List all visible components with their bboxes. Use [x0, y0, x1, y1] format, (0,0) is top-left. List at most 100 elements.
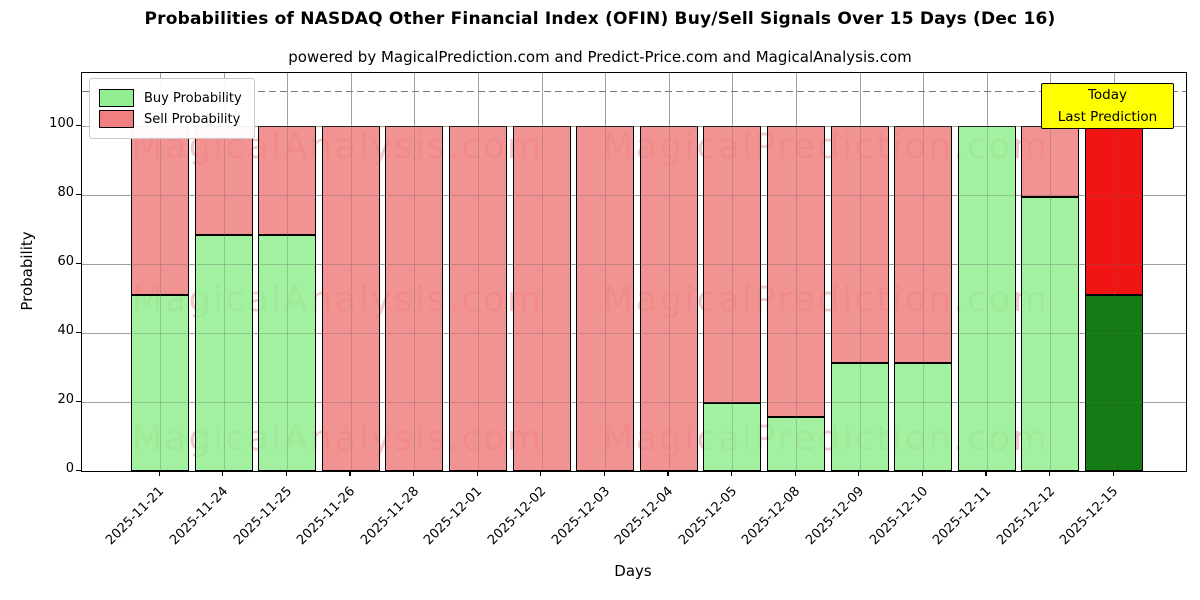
x-tick-mark	[730, 471, 733, 476]
bar-segment-sell	[131, 126, 189, 296]
bar-segment-sell	[639, 126, 698, 471]
bars-layer	[82, 73, 1186, 471]
x-tick-mark	[540, 471, 542, 476]
x-tick-label: 2025-12-15	[1057, 484, 1122, 549]
bar-segment-sell	[321, 126, 380, 471]
v-gridline-overlay	[923, 73, 925, 471]
y-tick-mark	[76, 262, 81, 264]
x-tick-mark	[667, 471, 669, 476]
bar-segment-buy	[894, 362, 953, 471]
bar-segment-sell	[703, 126, 762, 404]
v-gridline-overlay	[414, 73, 416, 471]
x-tick-mark	[921, 471, 923, 476]
grid-overlay-layer	[82, 73, 1186, 471]
x-tick-mark	[412, 471, 415, 476]
threshold-dashed-line	[82, 90, 1186, 93]
x-tick-mark	[349, 471, 351, 476]
y-tick-mark	[76, 124, 81, 126]
x-tick-mark	[285, 471, 287, 476]
bar-segment-buy	[258, 234, 317, 471]
x-tick-label: 2025-12-11	[930, 484, 995, 549]
h-gridline-overlay	[82, 126, 1186, 127]
bar-segment-sell	[576, 126, 635, 471]
x-tick-mark	[985, 471, 987, 476]
x-tick-mark	[158, 471, 160, 476]
x-tick-mark	[603, 471, 605, 476]
x-tick-label: 2025-11-21	[103, 484, 168, 549]
v-gridline-overlay	[859, 73, 861, 471]
x-tick-label: 2025-12-05	[675, 484, 741, 549]
y-tick-mark	[76, 400, 81, 402]
v-gridline-overlay	[668, 73, 670, 471]
x-axis-label: Days	[614, 562, 652, 580]
bar-segment-sell	[258, 126, 317, 235]
x-tick-mark	[1112, 471, 1114, 476]
today-annotation-box: Today Last Prediction	[1041, 83, 1174, 129]
v-gridline-overlay	[478, 73, 479, 471]
h-gridline-overlay	[82, 195, 1186, 196]
y-tick-mark	[76, 193, 81, 195]
bar-segment-buy	[830, 362, 889, 471]
v-gridline-overlay	[1114, 73, 1115, 471]
v-gridline-overlay	[605, 73, 607, 471]
y-axis-label: Probability	[18, 231, 36, 311]
bar-segment-buy	[767, 416, 825, 471]
y-tick-label: 40	[57, 323, 74, 338]
y-tick-label: 20	[57, 392, 74, 407]
bar-segment-buy	[957, 126, 1016, 471]
bar-segment-buy	[1021, 197, 1080, 471]
x-tick-label: 2025-11-25	[230, 484, 295, 549]
bar-segment-sell	[194, 126, 253, 235]
v-gridline-overlay	[287, 73, 289, 471]
legend-item-buy: Buy Probability	[99, 89, 242, 107]
y-tick-label: 0	[65, 461, 74, 476]
v-gridline-overlay	[160, 73, 161, 471]
x-tick-mark	[794, 471, 796, 476]
bar-segment-sell	[767, 126, 825, 417]
sell-color-swatch	[99, 110, 134, 128]
bar-segment-sell	[1085, 126, 1143, 296]
x-tick-label: 2025-12-03	[548, 484, 613, 549]
plot-area: MagicalAnalysis.comMagicalPrediction.com…	[81, 72, 1187, 472]
x-tick-mark	[1048, 471, 1051, 476]
y-tick-label: 100	[49, 116, 74, 131]
bar-segment-sell	[385, 126, 444, 471]
bar-segment-buy	[703, 403, 762, 471]
x-tick-label: 2025-12-04	[612, 484, 677, 549]
x-tick-label: 2025-12-01	[421, 484, 486, 549]
bar-segment-sell	[449, 126, 507, 471]
x-tick-mark	[476, 471, 478, 476]
y-tick-label: 60	[57, 254, 74, 269]
v-gridline-overlay	[796, 73, 797, 471]
x-tick-label: 2025-12-08	[739, 484, 804, 549]
today-annotation-line2: Last Prediction	[1057, 108, 1158, 125]
bar-segment-buy	[131, 295, 189, 471]
bar-segment-sell	[894, 126, 953, 363]
legend-label-sell: Sell Probability	[144, 111, 241, 127]
bar-segment-buy	[1085, 295, 1143, 471]
x-tick-label: 2025-12-02	[485, 484, 550, 549]
x-tick-mark	[858, 471, 860, 476]
h-gridline-overlay	[82, 333, 1186, 334]
x-tick-label: 2025-11-28	[357, 484, 423, 549]
bar-segment-sell	[830, 126, 889, 363]
y-tick-mark	[76, 469, 81, 471]
x-tick-label: 2025-12-10	[866, 484, 931, 549]
x-tick-label: 2025-12-12	[993, 484, 1059, 549]
today-annotation-line1: Today	[1087, 87, 1128, 103]
x-tick-label: 2025-11-24	[167, 484, 232, 549]
y-tick-mark	[76, 331, 81, 333]
x-tick-label: 2025-11-26	[294, 484, 359, 549]
x-tick-label: 2025-12-09	[803, 484, 868, 549]
v-gridline-overlay	[350, 73, 352, 471]
v-gridline-overlay	[732, 73, 734, 471]
legend-label-buy: Buy Probability	[144, 90, 242, 106]
v-gridline-overlay	[541, 73, 543, 471]
chart-title: Probabilities of NASDAQ Other Financial …	[144, 9, 1056, 29]
v-gridline-overlay	[223, 73, 225, 471]
x-tick-mark	[222, 471, 224, 476]
bar-segment-sell	[512, 126, 571, 471]
legend: Buy Probability Sell Probability	[89, 78, 255, 139]
chart-subtitle: powered by MagicalPrediction.com and Pre…	[288, 48, 912, 66]
